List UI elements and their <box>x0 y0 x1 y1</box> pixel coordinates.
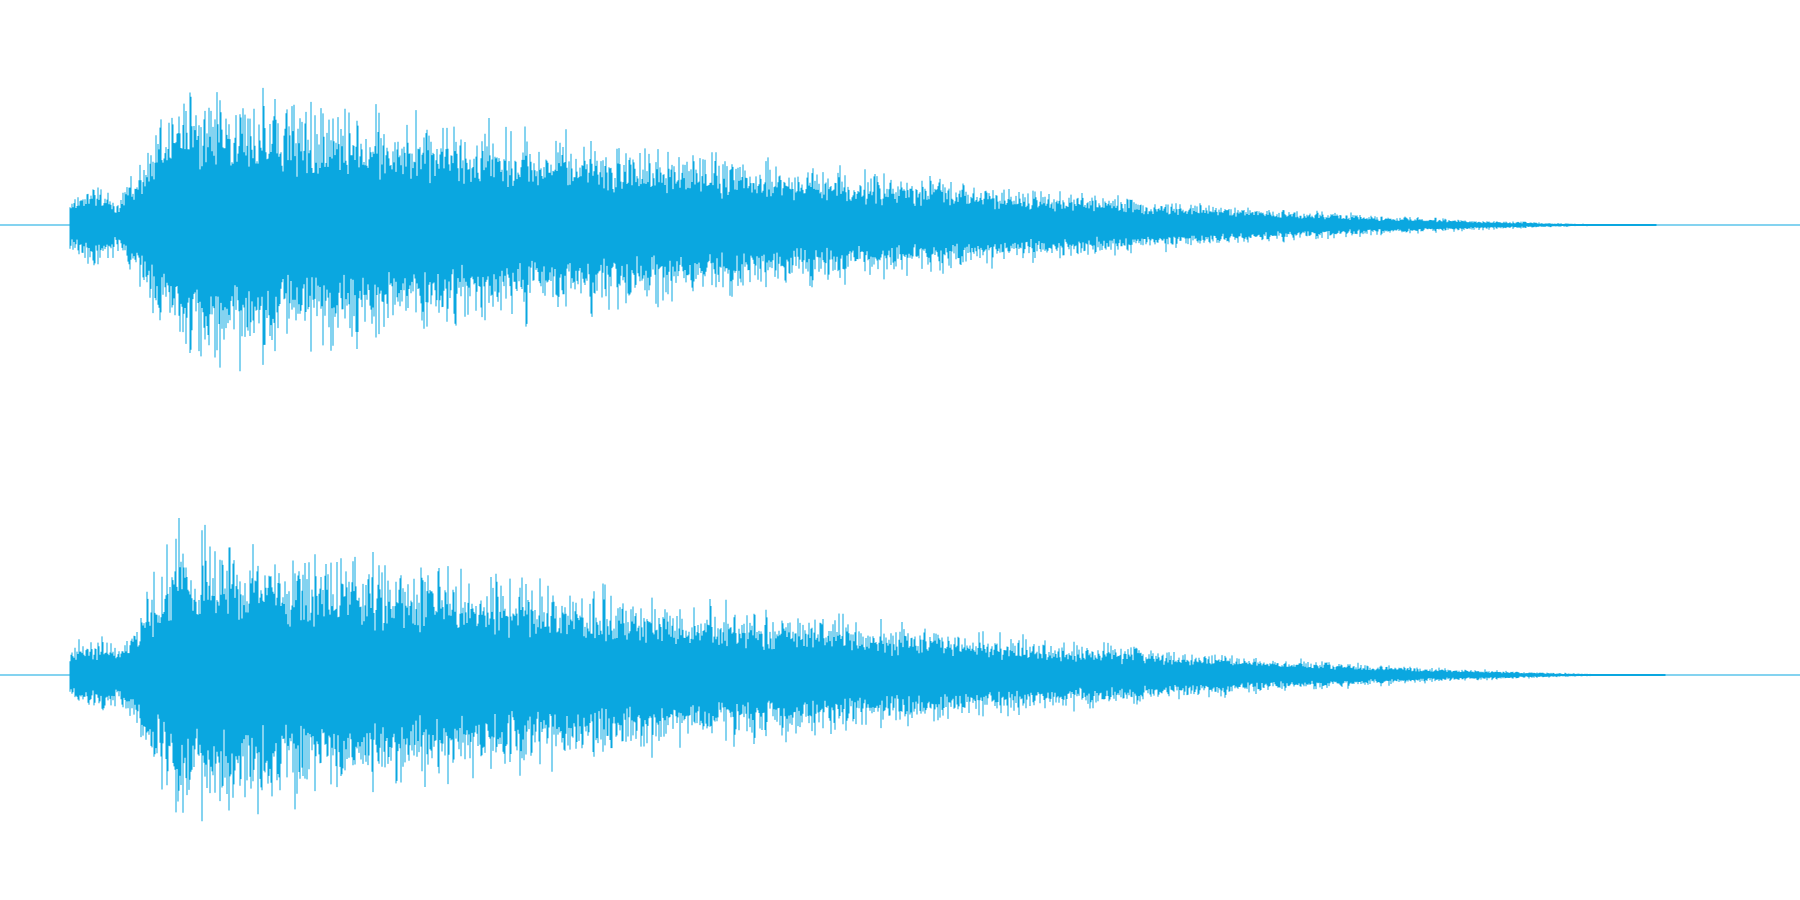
channel-right-waveform <box>0 450 1800 900</box>
right-waveform-path <box>69 518 1666 822</box>
right-waveform-graphic <box>0 518 1800 822</box>
left-waveform-path <box>69 87 1657 372</box>
left-waveform-graphic <box>0 87 1800 372</box>
channel-left-waveform <box>0 87 1800 372</box>
